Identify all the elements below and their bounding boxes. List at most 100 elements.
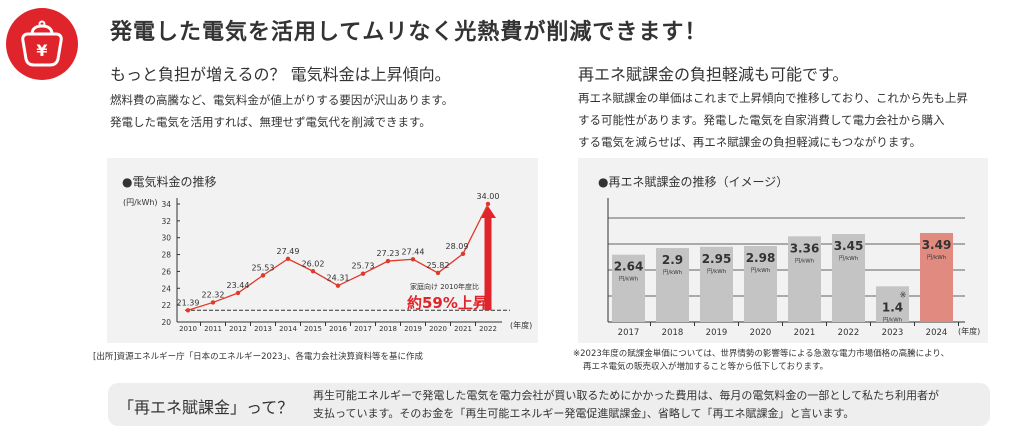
x-tick-label: 2018 [379, 325, 397, 333]
body-line: する電気を減らせば、再エネ賦課金の負担軽減にもつながります。 [578, 135, 922, 149]
bar-unit-label: 円/kWh [795, 257, 815, 264]
x-tick-label: 2011 [204, 325, 222, 333]
purse-yen-icon: ¥ [6, 8, 78, 80]
x-axis-label: (年度) [958, 326, 980, 336]
right-heading: 再エネ賦課金の負担軽減も可能です。 [578, 65, 849, 84]
line-chart-svg: ●電気料金の推移 (円/kWh) (年度) 家庭向け 2010年度比 約59%上… [122, 174, 532, 333]
right-body: 再エネ賦課金の単価はこれまで上昇傾向で推移しており、これから先も上昇 する可能性… [578, 87, 968, 153]
x-tick-label: 2018 [662, 328, 684, 338]
info-title: 「再エネ賦課金」って？ [118, 398, 294, 417]
bar [920, 233, 953, 322]
data-point [360, 271, 366, 276]
body-line: 発電した電気を活用すれば、無理せず電気代を削減できます。 [110, 115, 431, 129]
body-line: 再エネ賦課金の単価はこれまで上昇傾向で推移しており、これから先も上昇 [578, 91, 968, 105]
increase-arrow-head [480, 205, 496, 218]
info-line: 支払っています。そのお金を「再生可能エネルギー発電促進賦課金」、省略して「再エネ… [313, 407, 855, 420]
bar [656, 248, 689, 322]
bar-unit-label: 円/kWh [883, 316, 903, 323]
bar-chart-svg: ●再エネ賦課金の推移（イメージ） (年度) 2.64 円/kWh 2017 2.9 円/… [598, 174, 980, 338]
data-point [285, 256, 291, 262]
x-axis-label: (年度) [510, 320, 532, 330]
data-point [485, 201, 491, 207]
data-label: 28.09 [446, 242, 469, 251]
data-label: 26.02 [302, 259, 325, 268]
data-label: 25.82 [427, 261, 450, 270]
x-tick-label: 2024 [926, 328, 948, 338]
x-tick-label: 2022 [838, 328, 860, 338]
info-line: 再生可能エネルギーで発電した電気を電力会社が買い取るためにかかった費用は、毎月の… [313, 389, 940, 402]
bar [876, 286, 909, 322]
bar-value-label: 2.64 [614, 260, 644, 274]
x-tick-label: 2020 [750, 328, 772, 338]
x-tick-label: 2022 [479, 325, 497, 333]
bar-value-label: 3.45 [834, 239, 864, 253]
y-tick-label: 20 [161, 318, 171, 327]
info-box: 「再エネ賦課金」って？ 再生可能エネルギーで発電した電気を電力会社が買い取るため… [108, 383, 990, 426]
bar-value-label: 1.4 [882, 300, 903, 314]
bar-value-label: 3.36 [790, 241, 820, 255]
data-point [460, 251, 466, 257]
data-label: 27.44 [402, 247, 425, 256]
bar-value-label: 3.49 [922, 238, 952, 252]
x-tick-label: 2017 [618, 328, 640, 338]
svg-text:¥: ¥ [36, 41, 47, 60]
data-point [435, 270, 441, 276]
bar [744, 246, 777, 322]
footnote-line: ※2023年度の賦課金単価については、世界情勢の影響等による急激な電力市場価格の… [573, 349, 950, 359]
chart-title: ●再エネ賦課金の推移（イメージ） [598, 174, 788, 189]
data-point [335, 283, 341, 288]
left-heading: もっと負担が増えるの？ 電気料金は上昇傾向。 [110, 65, 451, 84]
x-tick-label: 2019 [706, 328, 728, 338]
x-tick-label: 2020 [429, 325, 447, 333]
bar-unit-label: 円/kWh [707, 268, 727, 275]
info-body: 再生可能エネルギーで発電した電気を電力会社が買い取るためにかかった費用は、毎月の… [313, 387, 939, 423]
data-label: 27.49 [277, 247, 300, 256]
bar [700, 246, 733, 322]
data-point [310, 269, 316, 274]
x-tick-label: 2014 [279, 325, 297, 333]
footnote-mark: ※ [900, 290, 907, 299]
data-point [385, 258, 391, 264]
left-body: 燃料費の高騰など、電気料金が値上がりする要因が沢山あります。 発電した電気を活用… [110, 89, 453, 133]
body-line: 燃料費の高騰など、電気料金が値上がりする要因が沢山あります。 [110, 93, 454, 107]
bar [612, 254, 645, 322]
data-label: 22.32 [202, 290, 225, 299]
data-point [185, 308, 191, 313]
data-label: 23.44 [227, 281, 250, 290]
data-label: 21.39 [177, 298, 200, 307]
chart-title: ●電気料金の推移 [122, 174, 216, 189]
x-tick-label: 2019 [404, 325, 422, 333]
footnote-line: 再エネ電気の販売収入が増加すること等から低下しております。 [583, 362, 829, 372]
annotation-sub: 家庭向け 2010年度比 [410, 282, 479, 291]
data-point [260, 273, 266, 278]
body-line: する可能性があります。発電した電気を自家消費して電力会社から購入 [578, 113, 945, 127]
data-label: 24.31 [327, 274, 350, 283]
levy-footnote: ※2023年度の賦課金単価については、世界情勢の影響等による急激な電力市場価格の… [573, 348, 949, 374]
x-tick-label: 2015 [304, 325, 322, 333]
bar [788, 236, 821, 322]
y-tick-label: 24 [161, 284, 171, 293]
data-point [210, 300, 216, 305]
bar-unit-label: 円/kWh [619, 276, 639, 283]
increase-arrow-shaft [484, 215, 492, 311]
x-tick-label: 2021 [794, 328, 816, 338]
data-point [410, 257, 416, 262]
source-note: [出所]資源エネルギー庁「日本のエネルギー2023」、各電力会社決算資料等を基に… [93, 352, 424, 362]
electricity-price-chart: ●電気料金の推移 (円/kWh) (年度) 家庭向け 2010年度比 約59%上… [107, 158, 538, 343]
renewable-levy-chart: ●再エネ賦課金の推移（イメージ） (年度) 2.64 円/kWh 2017 2.9 円/… [578, 158, 988, 343]
y-axis-label: (円/kWh) [123, 198, 158, 207]
y-tick-label: 22 [161, 301, 171, 310]
x-tick-label: 2023 [882, 328, 904, 338]
data-label: 27.23 [377, 249, 400, 258]
y-tick-label: 28 [161, 251, 171, 260]
x-tick-label: 2017 [354, 325, 372, 333]
data-point [235, 290, 241, 296]
x-tick-label: 2016 [329, 325, 347, 333]
data-label: 25.53 [252, 263, 275, 272]
annotation-main: 約59%上昇 [407, 294, 488, 312]
y-tick-label: 26 [161, 267, 171, 276]
bar [832, 234, 865, 322]
data-label: 34.00 [477, 192, 500, 201]
bar-value-label: 2.9 [662, 253, 683, 267]
bar-unit-label: 円/kWh [663, 269, 683, 276]
